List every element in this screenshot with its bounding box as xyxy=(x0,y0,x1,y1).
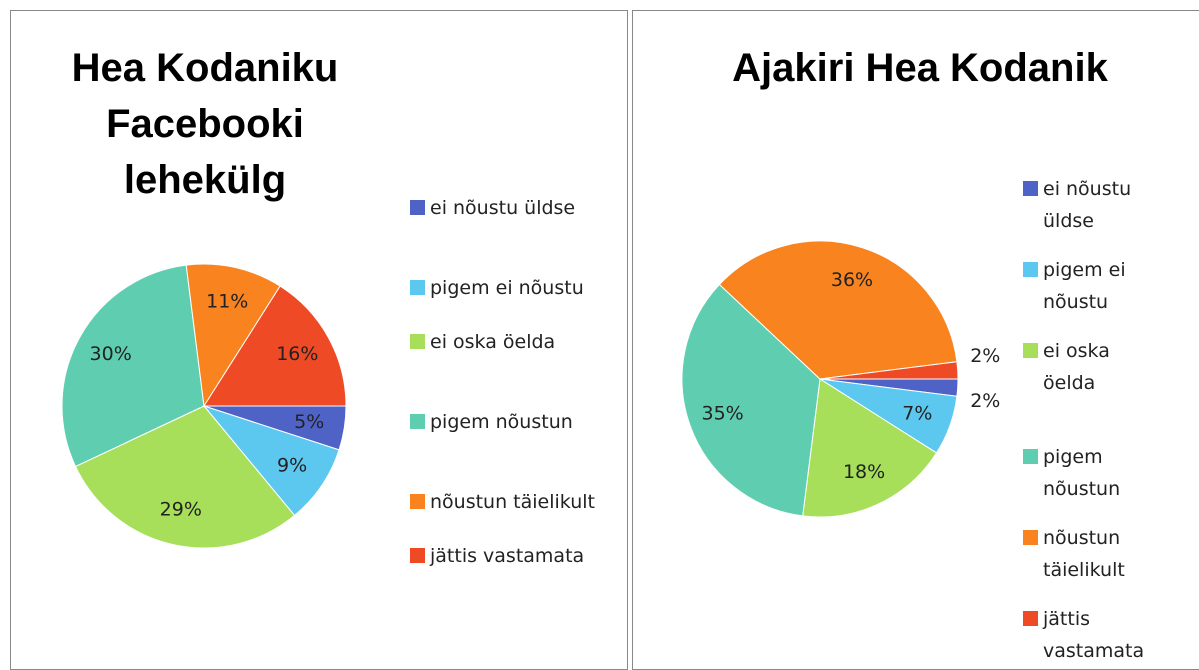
legend-swatch xyxy=(1023,343,1038,358)
legend-label: ei nõustu üldse xyxy=(430,197,576,219)
legend-label: nõustun täielikult xyxy=(430,491,595,513)
legend-swatch xyxy=(410,280,425,295)
charts: 5% 9% 29% 30% 11% 16% 2% 7% 18% 35% 36% 2% xyxy=(61,240,1000,549)
data-label: 16% xyxy=(276,343,318,365)
legend: ei nõustu üldse pigem ei nõustu ei oska öe… xyxy=(1023,173,1158,667)
pie-slice xyxy=(203,285,347,407)
legend-swatch xyxy=(1023,449,1038,464)
legend-label: jättis vastamata xyxy=(1043,608,1145,662)
pie-slice xyxy=(718,240,958,380)
legend-label: ei oska öelda xyxy=(1043,340,1110,394)
data-label: 5% xyxy=(294,411,324,433)
legend-swatch xyxy=(1023,262,1038,277)
legend-label: ei nõustu üldse xyxy=(1043,178,1132,232)
legend-label: pigem nõustun xyxy=(430,411,573,433)
legend-label: pigem ei nõustu xyxy=(1043,259,1126,313)
legend-label: nõustun täielikult xyxy=(1043,527,1125,581)
legend: ei nõustu üldse pigem ei nõustu ei oska öe… xyxy=(410,192,610,572)
pie-slice xyxy=(185,263,281,408)
legend-item: pigem nõustun xyxy=(410,406,610,438)
legend-item: jättis vastamata xyxy=(1023,603,1158,667)
legend-item: ei nõustu üldse xyxy=(1023,173,1158,237)
legend-label: ei oska öelda xyxy=(430,331,556,353)
legend-item: pigem nõustun xyxy=(1023,441,1158,505)
legend-swatch xyxy=(1023,530,1038,545)
legend-swatch xyxy=(410,414,425,429)
legend-item: jättis vastamata xyxy=(410,540,610,572)
chart-title: Hea Kodaniku Facebooki lehekülg xyxy=(71,46,339,202)
legend-swatch xyxy=(1023,611,1038,626)
legend-item: nõustun täielikult xyxy=(1023,522,1158,586)
data-label: 2% xyxy=(970,345,1000,367)
pie-slice xyxy=(74,405,296,549)
pie-slice xyxy=(819,361,959,380)
legend-item: pigem ei nõustu xyxy=(1023,254,1158,318)
data-label: 29% xyxy=(160,498,202,520)
pie-slice xyxy=(61,264,205,468)
data-label: 35% xyxy=(702,403,744,425)
data-label: 2% xyxy=(970,390,1000,412)
data-label: 18% xyxy=(843,461,885,483)
data-label: 7% xyxy=(902,403,932,425)
legend-swatch xyxy=(410,548,425,563)
chart-title: Ajakiri Hea Kodanik xyxy=(732,46,1108,90)
legend-swatch xyxy=(410,494,425,509)
pie-slice xyxy=(681,283,821,517)
data-label: 30% xyxy=(90,343,132,365)
legend-item: ei oska öelda xyxy=(1023,335,1158,399)
legend-label: jättis vastamata xyxy=(430,545,585,567)
data-label: 36% xyxy=(831,269,873,291)
legend-label: pigem nõustun xyxy=(1043,446,1121,500)
legend-swatch xyxy=(1023,181,1038,196)
legend-label: pigem ei nõustu xyxy=(430,277,584,299)
legend-item: nõustun täielikult xyxy=(410,486,610,518)
page: 5%9%29%30%11%16%2%7%18%35%36%2% (() => {… xyxy=(10,10,1199,670)
legend-item: ei oska öelda xyxy=(410,326,610,358)
legend-item: pigem ei nõustu xyxy=(410,272,610,304)
legend-item: ei nõustu üldse xyxy=(410,192,610,224)
data-label: 9% xyxy=(277,454,307,476)
legend-swatch xyxy=(410,200,425,215)
pie-slice xyxy=(802,378,938,518)
legend-swatch xyxy=(410,334,425,349)
data-label: 11% xyxy=(206,291,248,313)
pie-slice xyxy=(202,404,340,517)
